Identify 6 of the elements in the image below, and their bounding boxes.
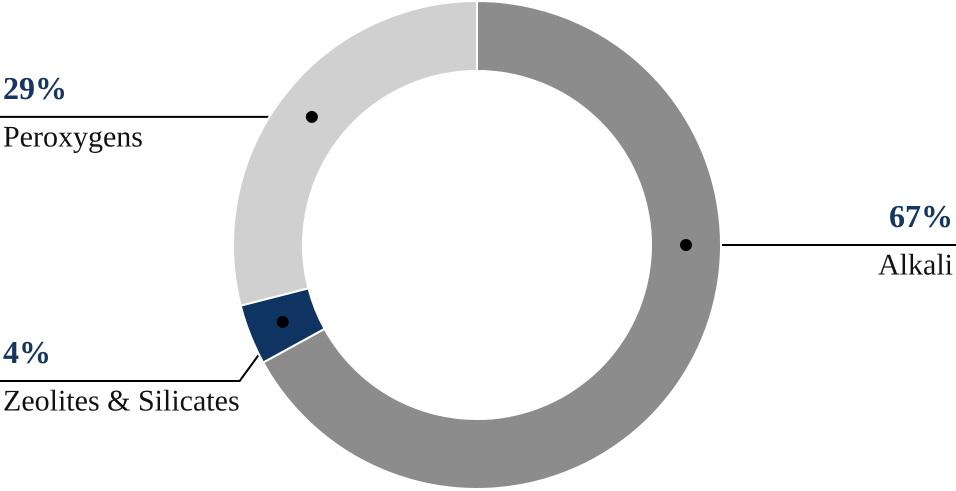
slice-label: Peroxygens: [3, 120, 143, 154]
slice-label: Zeolites & Silicates: [3, 384, 240, 418]
data-label: 67%: [889, 198, 953, 234]
slice-label: Alkali: [878, 248, 953, 282]
data-label: 29%: [3, 70, 67, 106]
data-label: 4%: [3, 334, 51, 370]
